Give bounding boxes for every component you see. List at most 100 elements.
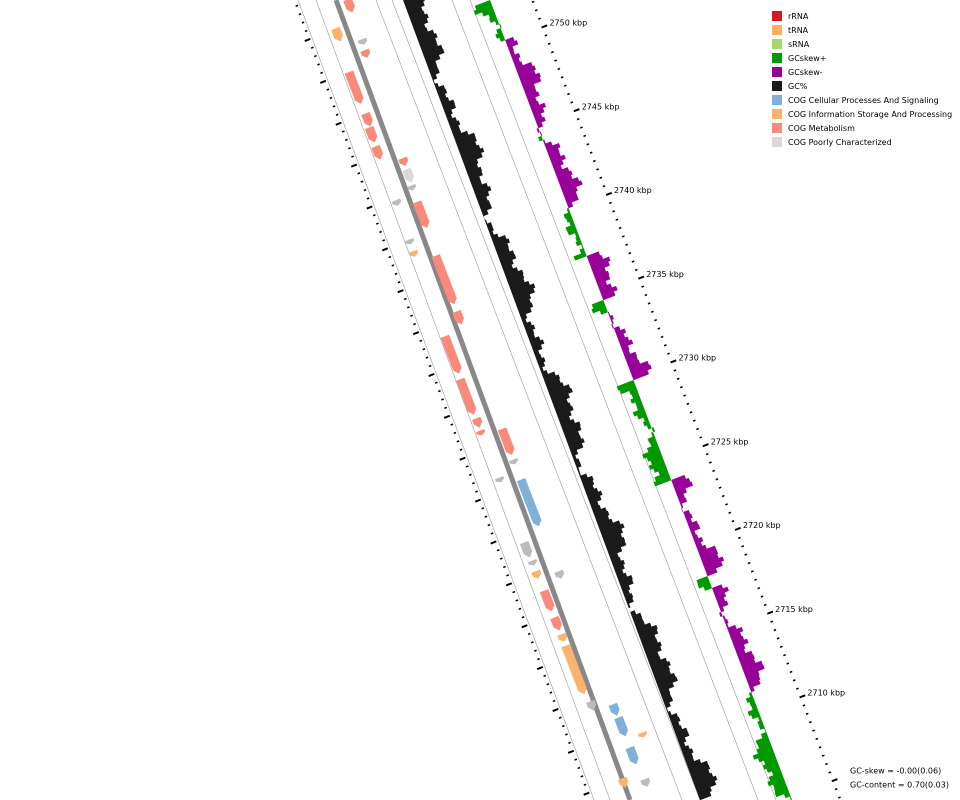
ruler-tick	[828, 771, 832, 774]
gc-content	[431, 74, 438, 81]
ruler-tick	[634, 268, 638, 272]
gc-content	[490, 233, 499, 241]
ruler-tick	[425, 356, 429, 359]
legend-item: COG Metabolism	[772, 121, 952, 135]
ruler-tick	[564, 733, 568, 736]
ruler-tick	[673, 369, 677, 372]
gc-content	[515, 298, 531, 309]
ruler-tick	[375, 222, 379, 225]
gc-skew	[764, 728, 767, 733]
ruler-tick	[403, 297, 407, 301]
ruler-tick	[825, 762, 828, 766]
gc-skew	[731, 635, 745, 645]
gc-skew	[747, 708, 759, 716]
feature	[557, 632, 568, 642]
gc-skew	[718, 600, 729, 609]
gc-content	[489, 230, 494, 237]
gc-skew	[591, 300, 605, 309]
ruler-tick	[750, 570, 754, 573]
gc-content	[691, 769, 710, 781]
gc-skew	[601, 291, 616, 301]
ruler-label: 2740 kbp	[614, 186, 652, 195]
ruler-tick	[663, 344, 667, 347]
gc-content	[536, 357, 546, 365]
gc-content	[697, 786, 712, 797]
gc-skew	[705, 568, 718, 577]
feature	[412, 200, 430, 229]
stat-text: GC-content = 0.70(0.03)	[850, 781, 949, 790]
legend-swatch	[772, 53, 782, 63]
ruler-tick	[546, 683, 550, 686]
feature	[398, 156, 409, 166]
gc-content	[695, 780, 717, 793]
gc-content	[499, 254, 517, 265]
gc-skew	[517, 65, 536, 77]
ruler-tick	[512, 590, 516, 594]
ruler-tick	[382, 239, 386, 242]
feature	[440, 334, 462, 374]
gc-skew	[651, 432, 655, 437]
legend-label: rRNA	[788, 11, 809, 21]
legend-swatch	[772, 137, 782, 147]
gc-skew	[702, 556, 725, 569]
ruler-tick	[799, 694, 806, 699]
ruler-tick	[552, 699, 556, 703]
gc-skew	[538, 136, 543, 142]
gc-skew	[675, 488, 687, 497]
ruler-tick	[554, 59, 558, 62]
ruler-tick	[506, 574, 509, 577]
gc-skew	[589, 256, 611, 269]
ruler-tick	[381, 247, 389, 252]
gc-content	[506, 273, 525, 285]
ruler-tick	[527, 632, 531, 636]
gc-skew	[651, 427, 656, 433]
ruler-tick	[670, 359, 677, 364]
feature	[637, 731, 648, 738]
gc-skew	[671, 474, 687, 485]
ruler-tick	[631, 260, 635, 263]
gc-skew	[595, 275, 611, 285]
gc-content	[625, 597, 634, 605]
legend-swatch	[772, 39, 782, 49]
gc-content	[552, 398, 569, 409]
ruler-tick	[538, 17, 541, 20]
gc-content	[530, 339, 545, 349]
gc-skew	[481, 8, 495, 17]
gc-content	[492, 235, 507, 245]
ruler-tick	[766, 610, 774, 615]
ruler-tick	[679, 386, 683, 389]
gc-skew	[526, 91, 540, 101]
ruler-tick	[544, 34, 548, 37]
gc-content	[440, 97, 450, 105]
gc-content	[551, 393, 570, 405]
ruler-tick	[490, 532, 494, 535]
gc-skew	[631, 392, 640, 399]
ruler-tick	[533, 649, 537, 652]
ruler-tick	[397, 289, 404, 294]
gc-content	[487, 226, 494, 233]
gc-content	[653, 670, 671, 681]
gc-skew	[566, 208, 571, 213]
gc-skew	[749, 700, 756, 707]
ruler-tick	[744, 553, 748, 556]
track-line	[451, 0, 759, 800]
gc-content	[547, 382, 564, 393]
gc-skew	[624, 351, 637, 361]
gc-skew	[506, 40, 519, 49]
ruler-tick	[360, 180, 364, 183]
gc-content	[685, 757, 695, 765]
gc-skew	[597, 280, 608, 289]
ruler-tick	[599, 176, 603, 179]
gc-content	[548, 384, 571, 397]
gc-content	[673, 725, 683, 733]
legend-swatch	[772, 11, 782, 21]
gc-skew	[579, 248, 586, 254]
ruler-tick	[618, 226, 622, 230]
feature	[343, 0, 355, 13]
gc-skew	[511, 53, 521, 61]
ruler-tick	[747, 561, 751, 565]
ruler-tick	[577, 766, 581, 770]
gc-content	[643, 641, 662, 653]
gc-skew	[773, 784, 788, 793]
gc-content	[452, 129, 462, 137]
